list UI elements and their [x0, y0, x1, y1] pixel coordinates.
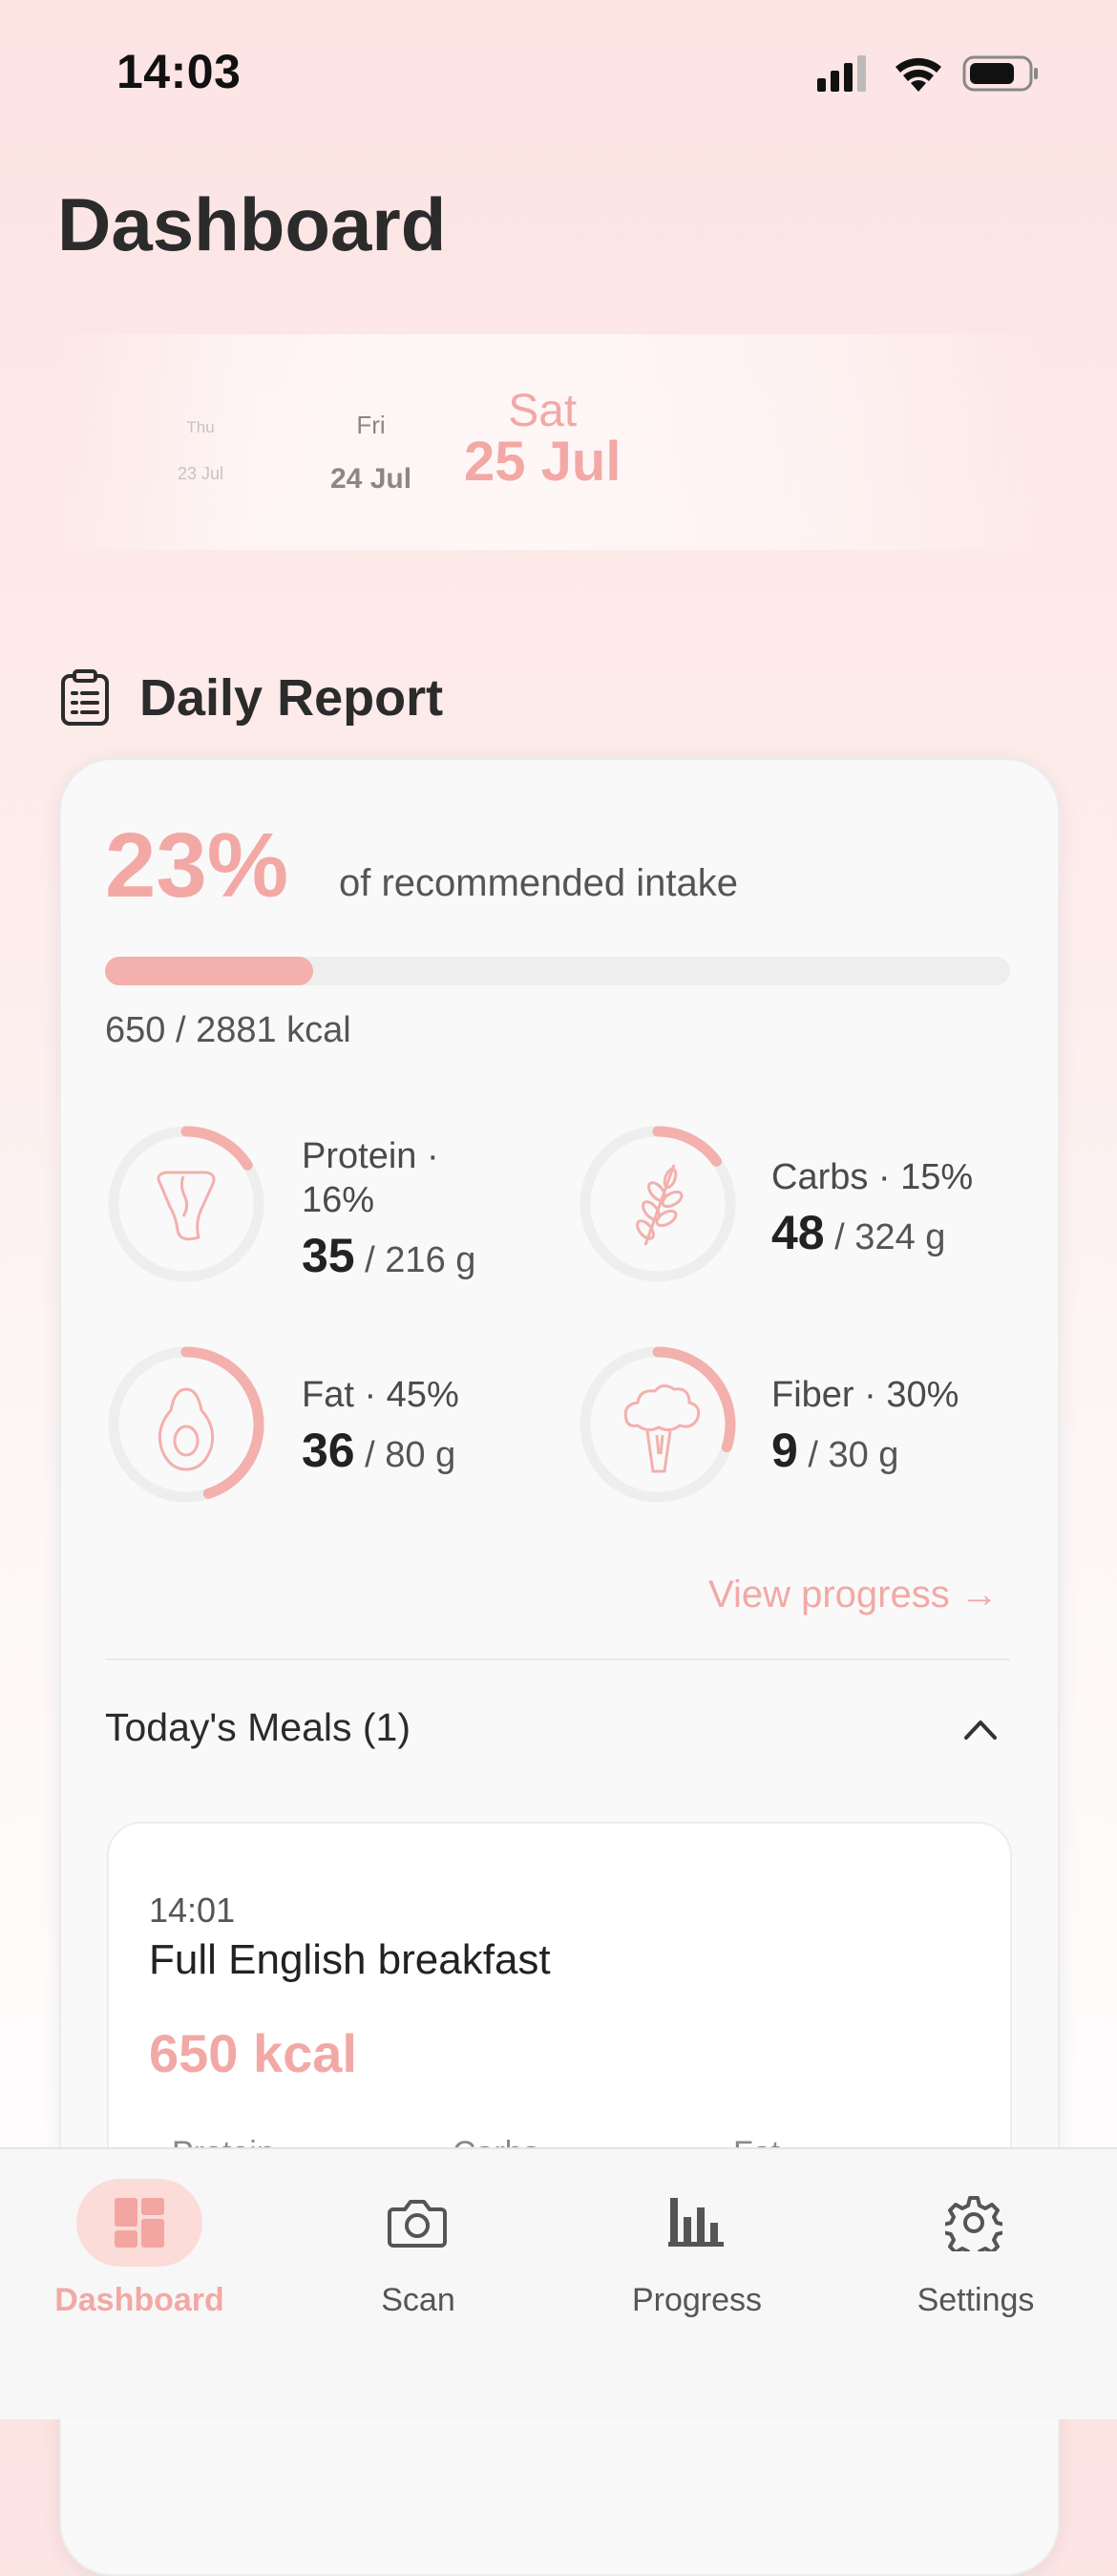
fat-ring	[108, 1346, 264, 1503]
intake-progress-bar	[105, 957, 1010, 985]
fat-label: Fat · 45%	[302, 1375, 459, 1415]
tab-progress[interactable]: Progress	[631, 2282, 763, 2318]
date-weekday: Sat	[508, 386, 578, 436]
intake-caption: of recommended intake	[339, 862, 739, 904]
battery-icon	[962, 55, 1038, 92]
fiber-value: 9 / 30 g	[771, 1423, 898, 1478]
broccoli-icon	[623, 1384, 701, 1473]
carbs-label: Carbs · 15%	[771, 1157, 974, 1197]
meal-time: 14:01	[149, 1890, 236, 1930]
gear-icon[interactable]	[945, 2194, 1002, 2251]
page-title: Dashboard	[57, 182, 447, 266]
dashboard-icon[interactable]	[113, 2196, 166, 2249]
date-item-sat-selected[interactable]: Sat 25 Jul	[464, 386, 622, 493]
fiber-ring	[580, 1346, 736, 1503]
view-progress-link[interactable]: View progress →	[708, 1573, 999, 1615]
carbs-value: 48 / 324 g	[771, 1205, 945, 1260]
fiber-target: / 30 g	[797, 1435, 899, 1475]
wifi-icon	[896, 57, 941, 92]
tab-settings[interactable]: Settings	[917, 2282, 1035, 2318]
fiber-label: Fiber · 30%	[771, 1375, 959, 1415]
date-day: 24 Jul	[330, 463, 412, 495]
fat-amount: 36	[302, 1424, 355, 1477]
fat-target: / 80 g	[354, 1435, 456, 1475]
tab-active-indicator	[76, 2179, 202, 2267]
protein-label-line2: 16%	[302, 1180, 375, 1220]
status-time: 14:03	[116, 45, 242, 98]
protein-ring	[108, 1126, 264, 1282]
intake-percent: 23%	[105, 814, 289, 917]
date-weekday: Fri	[356, 411, 386, 439]
carbs-amount: 48	[771, 1206, 825, 1259]
carbs-target: / 324 g	[824, 1217, 946, 1257]
fat-value: 36 / 80 g	[302, 1423, 455, 1478]
fiber-amount: 9	[771, 1424, 798, 1477]
date-item-fri[interactable]: Fri 24 Jul	[330, 411, 411, 496]
protein-target: / 216 g	[354, 1240, 476, 1280]
camera-icon[interactable]	[388, 2196, 447, 2249]
date-day: 25 Jul	[464, 431, 622, 493]
intake-progress-fill	[105, 957, 314, 985]
tab-scan[interactable]: Scan	[381, 2282, 455, 2318]
date-item-thu[interactable]: Thu 23 Jul	[178, 418, 223, 484]
date-picker[interactable]: Thu 23 Jul Fri 24 Jul Sat 25 Jul	[53, 334, 1046, 550]
wheat-icon	[636, 1164, 684, 1246]
protein-label: Protein · 16%	[302, 1134, 439, 1222]
section-title: Daily Report	[139, 669, 444, 727]
date-day: 23 Jul	[178, 464, 224, 483]
chevron-up-icon[interactable]	[959, 1713, 1002, 1745]
status-icons	[817, 55, 1038, 92]
date-weekday: Thu	[186, 418, 215, 436]
protein-value: 35 / 216 g	[302, 1228, 475, 1283]
meal-kcal: 650 kcal	[149, 2023, 357, 2083]
protein-amount: 35	[302, 1229, 355, 1282]
clipboard-icon	[61, 669, 109, 726]
kcal-summary: 650 / 2881 kcal	[105, 1010, 351, 1050]
carbs-ring	[580, 1126, 736, 1282]
avocado-icon	[158, 1387, 215, 1471]
tab-dashboard[interactable]: Dashboard	[54, 2282, 224, 2318]
meal-name: Full English breakfast	[149, 1936, 551, 1983]
meals-section-title[interactable]: Today's Meals (1)	[105, 1705, 411, 1749]
protein-label-line1: Protein ·	[302, 1136, 439, 1176]
bar-chart-icon[interactable]	[666, 2194, 726, 2249]
divider	[105, 1658, 1010, 1660]
signal-icon	[817, 55, 866, 92]
meat-icon	[157, 1171, 216, 1241]
